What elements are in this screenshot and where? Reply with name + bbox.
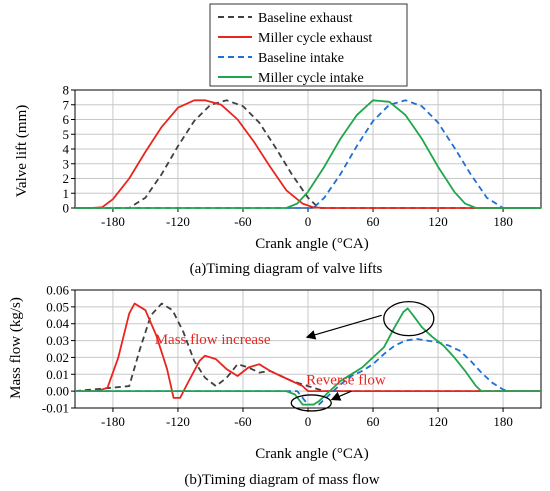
reverse-flow-label: Reverse flow	[306, 372, 386, 388]
mass-flow-increase-arrow	[305, 314, 382, 340]
legend-entry: Miller cycle exhaust	[218, 31, 372, 46]
valve-lift-xtick-label: -180	[101, 214, 125, 229]
valve-lift-ytick-label: 1	[63, 186, 70, 201]
mass-flow-xtick-label: 120	[428, 414, 448, 429]
valve-lift-ytick-label: 7	[63, 97, 70, 112]
mass-flow-series-miller-cycle-exhaust	[75, 302, 541, 399]
valve-lift-ytick-label: 3	[63, 156, 70, 171]
legend-label: Baseline exhaust	[258, 11, 353, 26]
valve-lift-xtick-label: 0	[305, 214, 312, 229]
valve-lift-xlabel: Crank angle (°CA)	[255, 236, 368, 252]
mass-flow-series-miller-cycle-intake	[75, 307, 541, 406]
mass-flow-chart: -180 -120 -60 0 60 120 180 -0.01 0.00 0.01 0.02 0.0…	[42, 283, 542, 429]
valve-lift-series-baseline-intake	[75, 99, 541, 209]
reverse-flow-arrow	[330, 390, 352, 401]
legend-entry: Baseline exhaust	[218, 11, 353, 26]
valve-lift-ytick-label: 6	[63, 112, 70, 127]
mass-flow-xtick-label: 180	[493, 414, 513, 429]
mass-flow-xtick-label: 0	[305, 414, 312, 429]
valve-lift-xtick-label: -120	[166, 214, 190, 229]
valve-lift-xtick-label: 120	[428, 214, 448, 229]
mass-flow-ytick-label: 0.06	[46, 283, 69, 298]
valve-lift-ytick-label: 0	[63, 201, 70, 216]
valve-lift-ytick-label: 5	[63, 127, 70, 142]
mass-flow-ylabel: Mass flow (kg/s)	[8, 297, 24, 399]
mass-flow-xtick-label: 60	[367, 414, 380, 429]
legend-entry: Miller cycle intake	[218, 71, 364, 86]
mass-flow-xtick-label: -180	[101, 414, 125, 429]
valve-lift-ytick-label: 4	[63, 142, 70, 157]
mass-flow-ytick-label: 0.05	[46, 299, 69, 314]
mass-flow-xtick-label: -120	[166, 414, 190, 429]
mass-flow-xtick-label: -60	[234, 414, 251, 429]
mass-flow-ytick-label: 0.01	[46, 367, 69, 382]
legend-label: Miller cycle exhaust	[258, 31, 372, 46]
valve-lift-ytick-label: 2	[63, 171, 70, 186]
mass-flow-caption: (b)Timing diagram of mass flow	[184, 472, 379, 488]
valve-lift-xtick-label: 60	[367, 214, 380, 229]
peak-highlight-ellipse	[383, 301, 435, 337]
mass-flow-ytick-label: 0.02	[46, 350, 69, 365]
valve-lift-series-baseline-exhaust	[75, 99, 541, 209]
valve-lift-xtick-label: -60	[234, 214, 251, 229]
valve-lift-caption: (a)Timing diagram of valve lifts	[190, 261, 383, 277]
legend-entry: Baseline intake	[218, 51, 344, 66]
mass-flow-increase-label: Mass flow increase	[155, 332, 271, 348]
mass-flow-xlabel: Crank angle (°CA)	[255, 446, 368, 462]
valve-lift-series-miller-cycle-intake	[75, 99, 541, 209]
valve-lift-series-miller-cycle-exhaust	[75, 99, 541, 209]
mass-flow-ytick-label: -0.01	[42, 401, 69, 416]
legend-label: Baseline intake	[258, 51, 344, 66]
mass-flow-ytick-label: 0.00	[46, 384, 69, 399]
reverse-flow-ellipse	[290, 394, 332, 412]
mass-flow-ytick-label: 0.03	[46, 333, 69, 348]
legend-label: Miller cycle intake	[258, 71, 364, 86]
valve-lift-ytick-label: 8	[63, 83, 70, 98]
valve-lift-xtick-label: 180	[493, 214, 513, 229]
mass-flow-series-baseline-exhaust	[74, 302, 541, 392]
legend: Baseline exhaust Miller cycle exhaust Ba…	[209, 3, 408, 87]
valve-lift-ylabel: Valve lift (mm)	[14, 105, 30, 197]
mass-flow-ytick-label: 0.04	[46, 316, 69, 331]
